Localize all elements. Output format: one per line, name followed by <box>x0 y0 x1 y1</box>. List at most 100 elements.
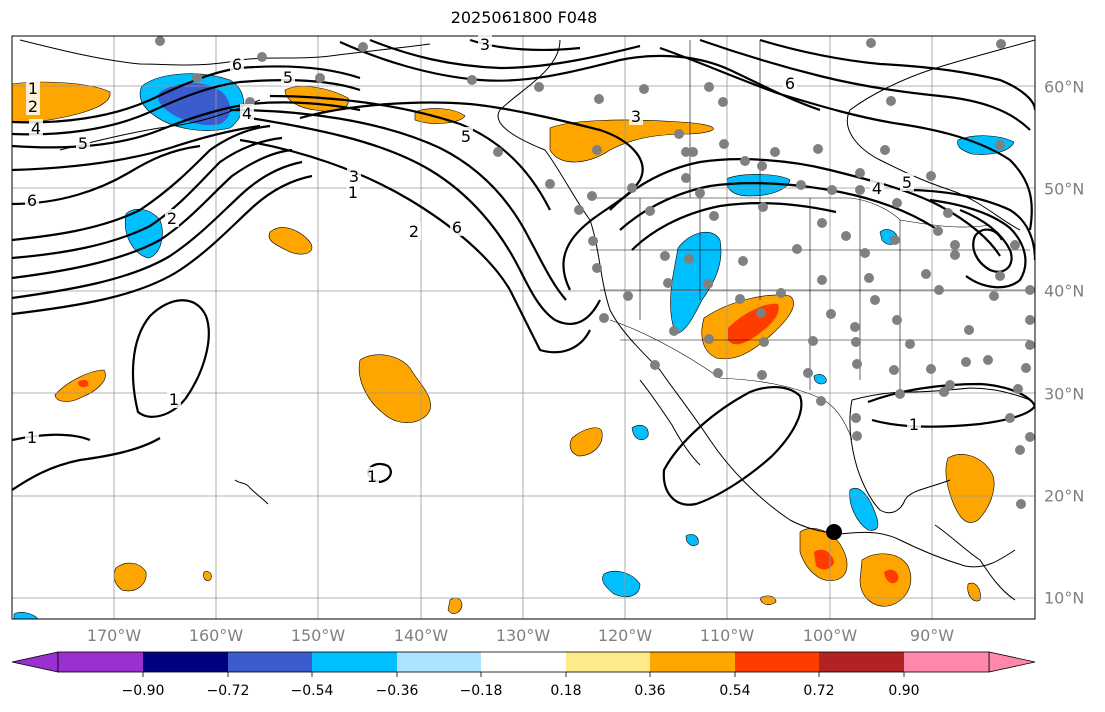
lon-label: 90°W <box>909 626 955 645</box>
lat-label: 30°N <box>1044 384 1085 404</box>
contour-label: 4 <box>872 179 882 198</box>
contour-label-bg <box>346 183 360 201</box>
contour-label: 1 <box>27 428 37 447</box>
contour-label-bg <box>25 428 39 446</box>
map-frame <box>11 35 1036 620</box>
blue-region <box>602 571 641 597</box>
lat-label: 50°N <box>1044 179 1085 199</box>
contour-label: 3 <box>480 35 490 54</box>
colorbar-tick-label: 0.36 <box>634 683 666 699</box>
blue-region <box>849 488 879 531</box>
lon-label: 160°W <box>188 626 244 645</box>
graticule <box>12 36 1035 619</box>
contour-label-bg <box>629 107 643 125</box>
lon-label: 150°W <box>290 626 346 645</box>
lon-label: 100°W <box>802 626 858 645</box>
colorbar-tick-label: 0.18 <box>550 683 582 699</box>
colorbar-bin <box>143 652 228 672</box>
colorbar-tick-label: 0.90 <box>888 683 920 699</box>
orange-region <box>358 354 431 423</box>
orange-region <box>113 562 147 592</box>
contour-label-bg <box>281 68 295 86</box>
lon-label: 120°W <box>597 626 653 645</box>
contour-label: 3 <box>349 167 359 186</box>
orange-region <box>447 597 463 614</box>
contour-label-bg <box>783 74 797 92</box>
contour-label-bg <box>478 35 492 53</box>
red-region <box>884 569 899 584</box>
lon-label: 170°W <box>86 626 142 645</box>
lat-label: 10°N <box>1044 588 1085 608</box>
contour-label-bg <box>870 179 884 197</box>
colorbar-bin <box>397 652 481 672</box>
colorbar-bin <box>481 652 566 672</box>
colorbar-bin <box>650 652 735 672</box>
colorbar-bin <box>58 652 143 672</box>
contour-label: 1 <box>909 415 919 434</box>
colorbar-frame <box>57 651 990 673</box>
lon-label: 140°W <box>393 626 449 645</box>
lat-label: 20°N <box>1044 486 1085 506</box>
lon-label: 110°W <box>699 626 755 645</box>
lat-label: 60°N <box>1044 77 1085 97</box>
orange-region <box>967 582 981 602</box>
contour-label: 1 <box>348 183 358 202</box>
contour-label: 6 <box>785 74 795 93</box>
contour-label-bg <box>26 79 40 97</box>
colorbar-tick-label: −0.90 <box>121 683 165 699</box>
lat-label: 40°N <box>1044 281 1085 301</box>
station-dots <box>155 36 1035 509</box>
contour-label: 5 <box>283 68 293 87</box>
colorbar-tick-label: 0.54 <box>719 683 751 699</box>
darker-blue-region <box>157 83 231 126</box>
contour-label: 1 <box>367 467 377 486</box>
colorbar-extend-high <box>988 651 1036 673</box>
shaded-anomaly-regions <box>12 73 1015 619</box>
contour-label: 2 <box>167 209 177 228</box>
contour-label: 6 <box>452 218 462 237</box>
political-borders <box>590 40 1030 441</box>
orange-region <box>569 427 603 457</box>
red-region <box>78 379 89 388</box>
contour-label-bg <box>230 55 244 73</box>
contour-label-bg <box>25 191 39 209</box>
contour-label: 5 <box>78 134 88 153</box>
contour-label: 4 <box>31 119 41 138</box>
blue-region <box>685 534 699 546</box>
marker-dot <box>826 524 842 540</box>
colorbar-bin <box>228 652 312 672</box>
contour-label: 5 <box>902 173 912 192</box>
colorbar-bin <box>904 652 989 672</box>
red-region <box>814 549 834 570</box>
contour-label-bg <box>76 134 90 152</box>
lon-label: 130°W <box>495 626 551 645</box>
contour-label-bg <box>167 390 181 408</box>
contour-label: 2 <box>28 97 38 116</box>
blue-region <box>813 374 827 385</box>
blue-region <box>631 424 649 441</box>
contour-label: 6 <box>27 191 37 210</box>
blue-region <box>13 612 39 619</box>
contour-label: 1 <box>169 390 179 409</box>
contour-label-bg <box>407 222 421 240</box>
contour-label: 1 <box>28 79 38 98</box>
colorbar <box>11 651 1036 677</box>
map-title: 2025061800 F048 <box>450 8 598 27</box>
colorbar-tick-label: −0.54 <box>290 683 334 699</box>
contour-label-bg <box>29 119 43 137</box>
orange-region <box>859 553 912 607</box>
orange-region <box>945 454 995 523</box>
colorbar-bin <box>735 652 819 672</box>
contour-label: 5 <box>461 127 471 146</box>
orange-region <box>414 108 466 124</box>
contour-label-bg <box>907 415 921 433</box>
contour-label-bg <box>459 127 473 145</box>
contour-label-bg <box>450 218 464 236</box>
colorbar-bin <box>312 652 397 672</box>
colorbar-tick-label: −0.72 <box>206 683 250 699</box>
colorbar-tick-label: −0.18 <box>459 683 503 699</box>
contour-label: 6 <box>232 55 242 74</box>
orange-region <box>759 595 777 605</box>
